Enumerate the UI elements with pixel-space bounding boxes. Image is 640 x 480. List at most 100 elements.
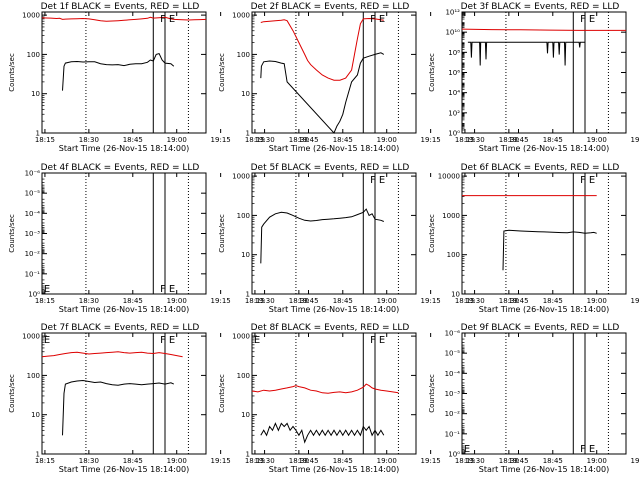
x-tick-label: 19:30 (254, 136, 274, 144)
x-tick-label: 18:45 (123, 136, 143, 144)
lld-series-line (41, 351, 183, 358)
x-tick-label: 18:30 (289, 457, 309, 465)
x-tick-label: 19:30 (464, 136, 484, 144)
y-tick-label: 10⁻⁴ (445, 370, 461, 378)
x-axis-label: Start Time (26-Nov-15 18:14:00) (479, 465, 609, 474)
x-tick-label: 19:15 (631, 297, 640, 305)
marker-label-f: F (160, 284, 166, 295)
x-tick-label: 19:15 (421, 457, 441, 465)
y-tick-label: 10⁻³ (445, 390, 461, 398)
events-series-line (260, 422, 385, 444)
y-tick-label: 10 (31, 411, 40, 419)
marker-label-e: E (254, 335, 260, 346)
marker-label-e: E (379, 175, 385, 186)
plot-frame (461, 172, 627, 295)
x-tick-label: 19:15 (631, 136, 640, 144)
y-tick-label: 100 (27, 51, 40, 59)
plot-frame (251, 11, 417, 134)
y-tick-label: 10⁴ (448, 89, 460, 97)
marker-label-f: F (370, 14, 376, 25)
y-tick-label: 100 (447, 251, 460, 259)
panel-title: Det 9f BLACK = Events, RED = LLD (461, 323, 620, 333)
x-tick-label: 19:15 (631, 457, 640, 465)
x-axis-label: Start Time (26-Nov-15 18:14:00) (59, 144, 189, 153)
events-series-line (502, 229, 597, 271)
x-tick-label: 18:45 (543, 297, 563, 305)
x-axis-label: Start Time (26-Nov-15 18:14:00) (269, 144, 399, 153)
x-tick-label: 18:45 (333, 136, 353, 144)
y-tick-label: 10² (448, 109, 460, 117)
y-tick-label: 1 (36, 130, 40, 138)
x-tick-label: 19:00 (377, 136, 397, 144)
x-tick-label: 19:45 (298, 136, 318, 144)
y-tick-label: 10 (241, 90, 250, 98)
marker-label-e: E (169, 335, 175, 346)
marker-label-f: F (580, 444, 586, 455)
y-tick-label: 1000 (232, 333, 250, 341)
y-tick-label: 10⁻⁵ (445, 350, 461, 358)
x-tick-label: 19:00 (167, 457, 187, 465)
y-tick-label: 10⁻⁶ (25, 170, 41, 178)
panel-5: Det 5f BLACK = Events, RED = LLD 18:15 18:… (218, 163, 529, 314)
marker-label-f: F (370, 175, 376, 186)
x-tick-label: 18:45 (333, 297, 353, 305)
x-tick-label: 18:45 (543, 136, 563, 144)
x-tick-label: 19:00 (377, 297, 397, 305)
marker-label-f: F (580, 175, 586, 186)
panel-3: Det 3f BLACK = Events, RED = LLD 18:15 18:… (428, 2, 640, 153)
panel-4: Det 4f BLACK = Events, RED = LLD 18:15 18:… (8, 163, 319, 314)
marker-label-f: F (160, 14, 166, 25)
y-tick-label: 1 (246, 130, 250, 138)
panel-title: Det 2f BLACK = Events, RED = LLD (251, 2, 410, 12)
plot-frame (461, 332, 627, 455)
plot-frame (41, 332, 207, 455)
y-tick-label: 1000 (232, 173, 250, 181)
x-tick-label: 19:15 (211, 457, 231, 465)
y-tick-label: 10¹² (445, 9, 460, 17)
y-tick-label: 10¹⁰ (445, 29, 460, 37)
panel-title: Det 8f BLACK = Events, RED = LLD (251, 323, 410, 333)
y-axis-label: Counts/sec (8, 214, 16, 253)
y-tick-label: 10⁻² (445, 410, 461, 418)
y-axis-label: Counts/sec (428, 214, 436, 253)
y-tick-label: 10⁻⁵ (25, 190, 41, 198)
y-axis-label: Counts/sec (428, 53, 436, 92)
y-tick-label: 10 (31, 90, 40, 98)
x-tick-label: 19:00 (167, 297, 187, 305)
y-axis-label: Counts/sec (218, 374, 226, 413)
x-axis-label: Start Time (26-Nov-15 18:14:00) (479, 144, 609, 153)
marker-label-f: F (160, 335, 166, 346)
x-tick-label: 19:00 (167, 136, 187, 144)
x-tick-label: 19:00 (587, 297, 607, 305)
x-tick-label: 18:30 (289, 297, 309, 305)
x-tick-label: 19:15 (211, 297, 231, 305)
marker-label-f: F (580, 14, 586, 25)
marker-label-e: E (379, 14, 385, 25)
lld-series-line (251, 383, 399, 394)
x-tick-label: 19:00 (587, 136, 607, 144)
y-axis-label: Counts/sec (218, 214, 226, 253)
y-tick-label: 10⁻¹ (445, 430, 461, 438)
y-tick-label: 10⁸ (448, 49, 460, 57)
x-tick-label: 19:30 (464, 457, 484, 465)
marker-label-e: E (589, 175, 595, 186)
y-tick-label: 10⁰ (448, 451, 460, 459)
marker-label-f: F (370, 335, 376, 346)
y-tick-label: 10⁶ (448, 69, 460, 77)
events-series-line (260, 52, 385, 134)
x-tick-label: 18:45 (333, 457, 353, 465)
x-axis-label: Start Time (26-Nov-15 18:14:00) (59, 305, 189, 314)
x-tick-label: 18:15 (35, 297, 55, 305)
panel-title: Det 5f BLACK = Events, RED = LLD (251, 163, 410, 173)
y-tick-label: 10⁻⁶ (445, 330, 461, 338)
panel-9: Det 9f BLACK = Events, RED = LLD 18:15 18:… (428, 323, 640, 474)
x-tick-label: 18:30 (499, 297, 519, 305)
x-tick-label: 19:15 (421, 297, 441, 305)
panel-1: Det 1f BLACK = Events, RED = LLD 18:15 18:… (8, 2, 319, 153)
x-tick-label: 18:30 (499, 136, 519, 144)
x-tick-label: 18:15 (245, 457, 265, 465)
x-tick-label: 18:15 (455, 297, 475, 305)
marker-label-e: E (464, 444, 470, 455)
marker-label-e: E (169, 14, 175, 25)
